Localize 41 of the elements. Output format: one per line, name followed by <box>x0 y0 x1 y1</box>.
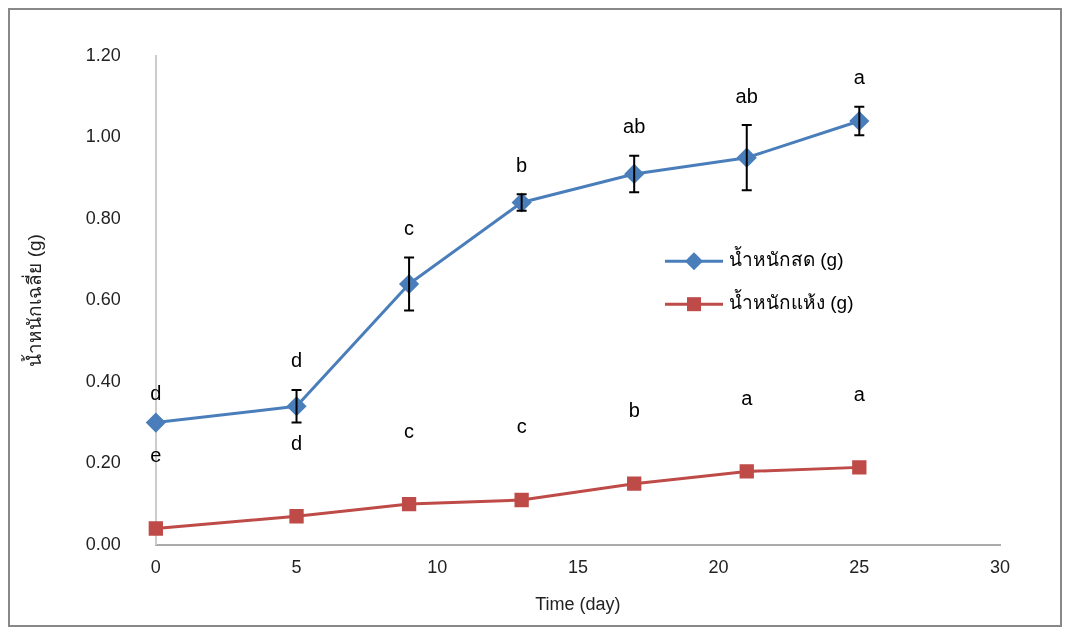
point <box>514 492 529 508</box>
x-tick-label: 25 <box>849 556 870 577</box>
x-tick-label: 5 <box>291 556 302 577</box>
y-tick-label: 0.00 <box>85 533 121 554</box>
annotation: b <box>628 399 640 422</box>
annotation: a <box>853 382 866 405</box>
point <box>148 521 163 536</box>
point <box>512 193 532 212</box>
y-tick-label: 0.20 <box>85 452 121 473</box>
annotation: b <box>516 153 528 176</box>
y-tick-label: 0.60 <box>85 289 121 310</box>
x-axis-title: Time (day) <box>535 594 621 615</box>
point <box>289 509 304 524</box>
annotation: c <box>404 419 415 442</box>
annotation: d <box>290 349 303 372</box>
x-tick-label: 20 <box>708 556 729 577</box>
x-tick-label: 0 <box>150 556 161 577</box>
y-tick-label: 1.00 <box>85 126 121 147</box>
annotation: e <box>150 444 162 467</box>
y-tick-label: 0.80 <box>85 207 121 228</box>
annotation: d <box>290 431 303 454</box>
point <box>146 413 166 433</box>
annotation: d <box>150 382 162 405</box>
y-tick-label: 0.40 <box>85 370 121 391</box>
x-tick-label: 30 <box>989 556 1011 577</box>
point <box>739 464 754 479</box>
point <box>627 476 642 491</box>
annotation: ab <box>735 84 758 107</box>
legend-label: น้ำหนักแห้ง (g) <box>729 289 854 314</box>
annotation: c <box>516 415 527 438</box>
x-tick-label: 10 <box>427 556 448 577</box>
legend-label: น้ำหนักสด (g) <box>729 246 844 271</box>
y-axis-title: น้ำหนักเฉลี่ย (g) <box>20 234 45 367</box>
point <box>852 460 867 475</box>
point <box>401 496 417 512</box>
annotation: a <box>853 66 866 89</box>
annotation: a <box>741 386 754 409</box>
x-tick-label: 15 <box>567 556 588 577</box>
annotation: ab <box>623 115 646 138</box>
y-tick-label: 1.20 <box>85 44 121 65</box>
annotation: c <box>404 217 415 240</box>
